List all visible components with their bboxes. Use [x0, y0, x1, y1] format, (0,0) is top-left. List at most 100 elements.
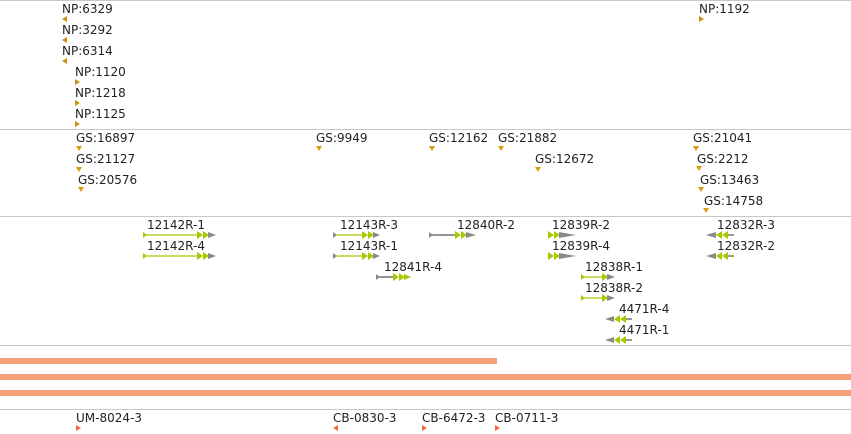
- np-feature-label: NP:6314: [62, 44, 113, 58]
- segment-bar[interactable]: [0, 390, 851, 396]
- gs-feature-label: GS:21127: [76, 152, 135, 166]
- primer-arrow-icon: [602, 273, 608, 281]
- primer-feature[interactable]: 12143R-1: [333, 239, 398, 260]
- primer-tail-icon: [373, 253, 380, 259]
- primer-start-arrow-icon: [143, 253, 147, 259]
- down-arrow-icon: [429, 146, 435, 151]
- gs-feature[interactable]: GS:21041: [693, 131, 752, 151]
- gs-feature[interactable]: GS:2212: [696, 152, 749, 171]
- np-feature[interactable]: NP:6329: [62, 2, 113, 22]
- primer-feature[interactable]: 4471R-4: [605, 302, 669, 323]
- gs-track: GS:16897 GS:21127 GS:20576 GS:9949 GS:12…: [76, 131, 763, 213]
- np-feature-label: NP:3292: [62, 23, 113, 37]
- primer-feature[interactable]: 4471R-1: [605, 323, 669, 344]
- primer-tail-icon: [404, 274, 411, 280]
- primer-arrow-icon: [393, 273, 399, 281]
- cb-feature-label: UM-8024-3: [76, 411, 142, 425]
- right-arrow-icon: [699, 16, 704, 22]
- primer-label: 12142R-4: [147, 239, 205, 253]
- np-feature[interactable]: NP:3292: [62, 23, 113, 43]
- left-arrow-icon: [62, 16, 67, 22]
- primer-feature[interactable]: 12841R-4: [376, 260, 442, 281]
- gs-feature[interactable]: GS:14758: [703, 194, 763, 213]
- primer-arrow-icon: [461, 231, 467, 239]
- gs-feature[interactable]: GS:12162: [429, 131, 488, 151]
- gs-feature-label: GS:21041: [693, 131, 752, 145]
- primer-feature[interactable]: 12143R-3: [333, 218, 398, 239]
- primer-feature[interactable]: 12838R-2: [581, 281, 643, 302]
- np-feature[interactable]: NP:1125: [75, 107, 126, 127]
- primer-arrow-icon: [368, 252, 374, 260]
- right-arrow-icon: [75, 79, 80, 85]
- cb-feature[interactable]: CB-0830-3: [333, 411, 396, 431]
- primer-label: 12142R-1: [147, 218, 205, 232]
- primer-arrow-icon: [203, 252, 209, 260]
- right-arrow-icon: [75, 121, 80, 127]
- np-track: NP:6329 NP:3292 NP:6314 NP:1120 NP:1218 …: [62, 2, 750, 127]
- primer-arrow-icon: [722, 252, 728, 260]
- primer-label: 12838R-1: [585, 260, 643, 274]
- cb-feature[interactable]: UM-8024-3: [76, 411, 142, 431]
- primer-feature[interactable]: 12838R-1: [581, 260, 643, 281]
- down-arrow-icon: [316, 146, 322, 151]
- primer-start-arrow-icon: [429, 232, 433, 238]
- cb-feature-label: CB-0830-3: [333, 411, 396, 425]
- primer-feature[interactable]: 12840R-2: [429, 218, 515, 239]
- gs-feature-label: GS:2212: [697, 152, 749, 166]
- gs-feature[interactable]: GS:13463: [698, 173, 759, 192]
- np-feature[interactable]: NP:1120: [75, 65, 126, 85]
- gs-feature-label: GS:16897: [76, 131, 135, 145]
- primer-arrow-icon: [197, 231, 203, 239]
- down-arrow-icon: [498, 146, 504, 151]
- cb-feature[interactable]: CB-0711-3: [495, 411, 558, 431]
- primer-label: 12839R-2: [552, 218, 610, 232]
- np-feature-label: NP:1192: [699, 2, 750, 16]
- gs-feature[interactable]: GS:21127: [76, 152, 135, 172]
- right-arrow-icon: [75, 100, 80, 106]
- down-arrow-icon: [78, 187, 84, 192]
- segment-bar[interactable]: [0, 374, 851, 380]
- primer-arrow-icon: [614, 336, 620, 344]
- primer-arrow-icon: [716, 231, 722, 239]
- gs-feature[interactable]: GS:16897: [76, 131, 135, 151]
- segment-track: [0, 358, 851, 396]
- gs-feature[interactable]: GS:12672: [535, 152, 594, 172]
- np-feature[interactable]: NP:1192: [699, 2, 750, 22]
- primer-start-arrow-icon: [143, 232, 147, 238]
- primer-label: 12840R-2: [457, 218, 515, 232]
- np-feature[interactable]: NP:6314: [62, 44, 113, 64]
- primer-feature[interactable]: 12839R-2: [548, 218, 610, 239]
- primer-label: 12838R-2: [585, 281, 643, 295]
- gs-feature-label: GS:9949: [316, 131, 368, 145]
- left-arrow-icon: [333, 425, 338, 431]
- primer-arrow-icon: [548, 252, 554, 260]
- down-arrow-icon: [703, 208, 709, 213]
- primer-feature[interactable]: 12832R-3: [706, 218, 775, 239]
- primer-feature[interactable]: 12142R-1: [143, 218, 216, 239]
- gs-feature[interactable]: GS:21882: [498, 131, 557, 151]
- primer-feature[interactable]: 12832R-2: [706, 239, 775, 260]
- primer-tail-icon: [706, 232, 716, 238]
- np-feature[interactable]: NP:1218: [75, 86, 126, 106]
- down-arrow-icon: [698, 187, 704, 192]
- primer-arrow-icon: [716, 252, 722, 260]
- primer-label: 12143R-1: [340, 239, 398, 253]
- primer-start-arrow-icon: [376, 274, 380, 280]
- gs-feature-label: GS:13463: [700, 173, 759, 187]
- primer-tail-icon: [605, 316, 614, 322]
- np-feature-label: NP:1125: [75, 107, 126, 121]
- right-arrow-icon: [76, 425, 81, 431]
- segment-bar[interactable]: [0, 358, 497, 364]
- primer-tail-icon: [466, 232, 476, 238]
- down-arrow-icon: [696, 166, 702, 171]
- primer-label: 12143R-3: [340, 218, 398, 232]
- primer-feature[interactable]: 12142R-4: [143, 239, 216, 260]
- gs-feature[interactable]: GS:20576: [78, 173, 137, 192]
- gs-feature[interactable]: GS:9949: [316, 131, 368, 151]
- down-arrow-icon: [535, 167, 541, 172]
- down-arrow-icon: [693, 146, 699, 151]
- gs-feature-label: GS:21882: [498, 131, 557, 145]
- primer-feature[interactable]: 12839R-4: [548, 239, 610, 260]
- cb-feature[interactable]: CB-6472-3: [422, 411, 485, 431]
